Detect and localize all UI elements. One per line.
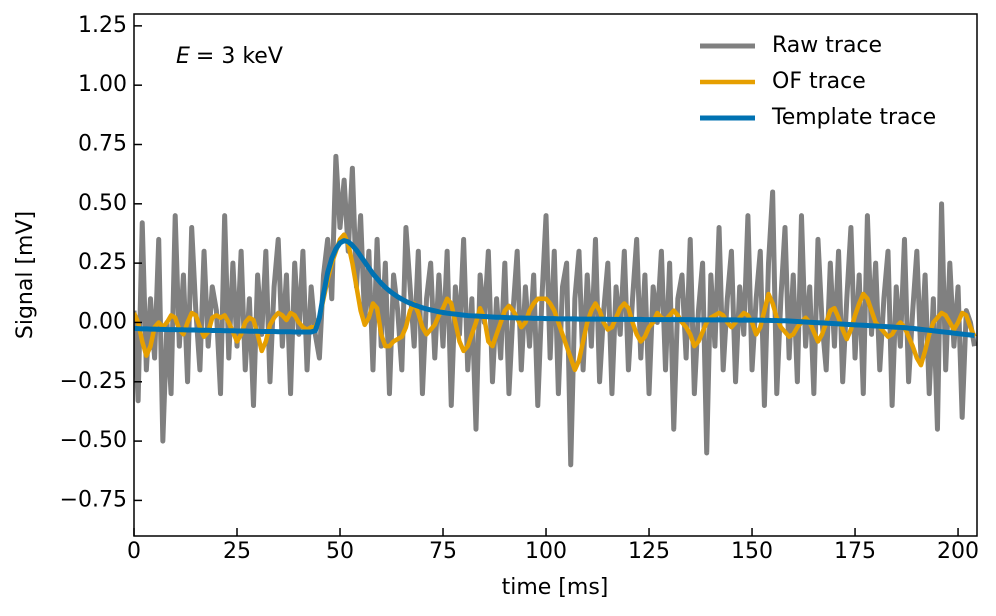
x-tick-label: 200 [937,539,979,564]
y-tick-label: 1.25 [78,13,127,38]
x-tick-label: 175 [834,539,876,564]
y-tick-label: 0.50 [78,191,127,216]
y-tick-label: −0.50 [60,428,127,453]
legend-label: Template trace [771,105,936,130]
series-line [134,153,977,468]
series-line [134,232,977,373]
legend-label: Raw trace [772,33,882,58]
plot-lines [134,153,977,468]
x-tick-label: 75 [429,539,457,564]
x-tick-label: 125 [628,539,670,564]
y-tick-label: 1.00 [78,72,127,97]
y-tick-label: −0.25 [60,369,127,394]
y-tick-label: 0.25 [78,250,127,275]
y-tick-label: 0.75 [78,132,127,157]
x-tick-label: 150 [731,539,773,564]
y-tick-label: −0.75 [60,487,127,512]
annotation-text: = 3 keV [196,44,283,69]
legend-label: OF trace [772,69,866,94]
y-tick-label: 0.00 [78,309,127,334]
annotation-variable: E [176,44,190,69]
x-axis-label: time [ms] [502,575,609,600]
series-line [134,238,975,338]
x-tick-label: 25 [223,539,251,564]
x-tick-label: 50 [326,539,354,564]
y-axis-label: Signal [mV] [13,211,38,339]
plot-frame [133,13,978,537]
x-tick-label: 100 [525,539,567,564]
annotation: E = 3 keV [176,44,283,69]
x-tick-label: 0 [127,539,141,564]
